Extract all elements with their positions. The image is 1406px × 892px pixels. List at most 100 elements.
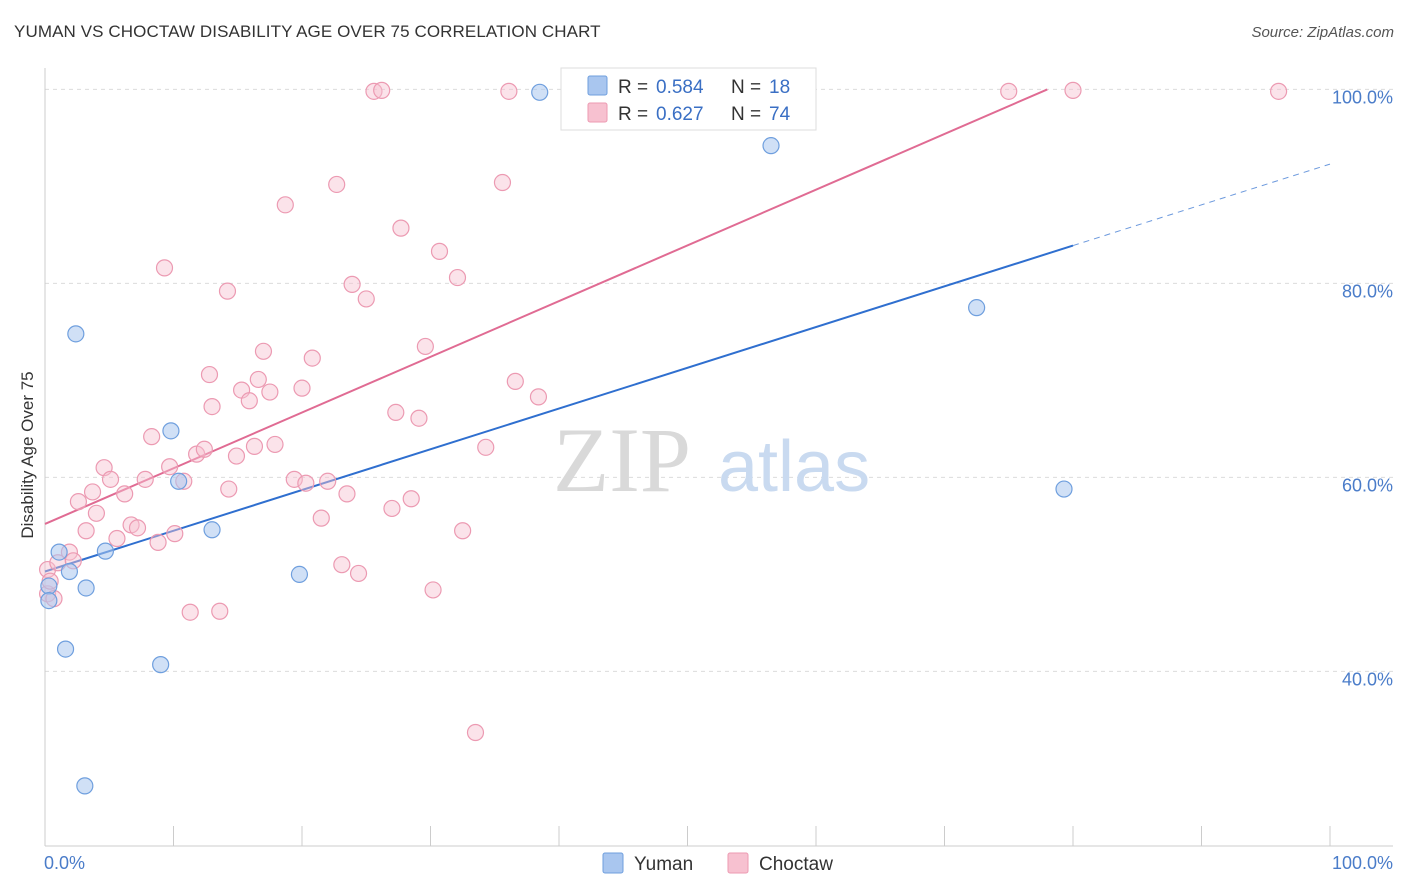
choctaw-point-38 <box>261 383 279 401</box>
choctaw-point-70 <box>529 388 548 406</box>
y-tick-label-1: 60.0% <box>1342 475 1393 495</box>
axes <box>44 68 1393 847</box>
choctaw-series-label: Choctaw <box>759 854 833 875</box>
choctaw-point-9 <box>83 483 102 501</box>
yuman-point-4 <box>60 562 79 581</box>
choctaw-point-21 <box>161 458 179 476</box>
choctaw-point-59 <box>410 409 428 427</box>
watermark: ZIP atlas <box>553 409 870 511</box>
yuman-point-6 <box>76 777 94 795</box>
choctaw-point-30 <box>218 282 237 300</box>
choctaw-point-46 <box>319 472 337 490</box>
choctaw-point-63 <box>448 268 467 287</box>
choctaw-point-39 <box>266 435 284 454</box>
choctaw-point-19 <box>149 533 167 551</box>
choctaw-point-16 <box>128 519 147 537</box>
watermark-zip: ZIP <box>553 409 691 511</box>
choctaw-point-73 <box>1269 82 1288 100</box>
yuman-point-1 <box>40 591 58 610</box>
choctaw-point-36 <box>249 370 267 389</box>
choctaw-point-24 <box>181 603 199 621</box>
x-tick-label-0: 0.0% <box>44 853 85 873</box>
yuman-series-label: Yuman <box>634 854 693 875</box>
choctaw-point-32 <box>227 447 246 465</box>
choctaw-point-67 <box>493 173 512 192</box>
choctaw-point-55 <box>383 499 401 518</box>
choctaw-point-40 <box>276 196 294 214</box>
choctaw-point-68 <box>500 82 518 100</box>
choctaw-point-14 <box>116 485 134 503</box>
y-tick-label-2: 80.0% <box>1342 281 1393 301</box>
yuman-point-8 <box>96 542 114 560</box>
choctaw-point-64 <box>454 522 472 540</box>
choctaw-r-label: R = <box>618 104 648 125</box>
yuman-r-label: R = <box>618 77 648 98</box>
yuman-n-value: 18 <box>769 77 790 98</box>
choctaw-point-17 <box>136 470 154 488</box>
yuman-legend-swatch <box>587 75 608 96</box>
choctaw-point-20 <box>155 259 174 277</box>
choctaw-r-value: 0.627 <box>656 104 704 125</box>
choctaw-point-12 <box>101 470 120 488</box>
choctaw-n-value: 74 <box>769 104 791 125</box>
choctaw-point-34 <box>240 392 258 410</box>
choctaw-n-label: N = <box>731 104 761 125</box>
choctaw-point-7 <box>69 493 88 511</box>
choctaw-point-47 <box>328 175 346 194</box>
yuman-point-3 <box>56 640 75 658</box>
choctaw-point-45 <box>312 509 330 527</box>
choctaw-point-18 <box>143 428 161 446</box>
choctaw-points <box>38 81 1288 742</box>
choctaw-point-44 <box>303 349 321 367</box>
choctaw-point-29 <box>211 602 229 620</box>
yuman-point-0 <box>40 577 58 595</box>
choctaw-point-54 <box>373 81 391 99</box>
correlation-legend: R = 0.584 N = 18 R = 0.627 N = 74 <box>560 67 817 131</box>
choctaw-point-56 <box>387 403 405 422</box>
choctaw-point-50 <box>343 275 361 293</box>
yuman-point-12 <box>203 521 221 539</box>
yuman-n-label: N = <box>731 77 761 98</box>
choctaw-point-60 <box>416 337 434 356</box>
yuman-point-9 <box>152 656 170 674</box>
yuman-point-5 <box>67 325 85 343</box>
yuman-point-16 <box>968 299 986 317</box>
choctaw-point-13 <box>108 529 126 548</box>
choctaw-point-62 <box>430 242 449 260</box>
yuman-point-14 <box>531 83 549 101</box>
choctaw-point-42 <box>293 379 311 397</box>
yuman-point-7 <box>77 579 95 597</box>
choctaw-point-61 <box>424 581 442 599</box>
choctaw-point-49 <box>338 485 356 503</box>
yuman-r-value: 0.584 <box>656 77 704 98</box>
y-tick-label-0: 40.0% <box>1342 669 1393 689</box>
choctaw-point-26 <box>195 440 213 458</box>
choctaw-point-35 <box>245 437 264 455</box>
choctaw-point-65 <box>466 723 485 742</box>
choctaw-point-8 <box>77 522 95 540</box>
choctaw-point-43 <box>297 474 315 492</box>
y-tick-label-3: 100.0% <box>1332 87 1393 107</box>
choctaw-point-51 <box>349 564 368 583</box>
yuman-trend-line <box>44 244 1074 573</box>
choctaw-point-58 <box>402 490 420 508</box>
grid-lines <box>45 88 1393 672</box>
choctaw-point-57 <box>392 219 410 237</box>
choctaw-point-72 <box>1064 81 1082 99</box>
choctaw-point-10 <box>87 504 106 522</box>
choctaw-point-48 <box>333 556 351 574</box>
choctaw-point-28 <box>203 397 221 416</box>
choctaw-series-swatch <box>727 852 749 874</box>
choctaw-point-22 <box>166 525 184 543</box>
yuman-point-13 <box>290 565 309 584</box>
yuman-point-11 <box>170 472 188 490</box>
choctaw-point-52 <box>357 290 375 308</box>
x-tick-labels: 0.0% 100.0% <box>44 853 1393 873</box>
yuman-point-15 <box>762 137 780 155</box>
choctaw-point-27 <box>200 365 219 384</box>
yuman-point-10 <box>162 422 180 440</box>
yuman-trend-extension <box>1072 163 1331 247</box>
y-tick-labels: 40.0% 60.0% 80.0% 100.0% <box>1332 87 1393 689</box>
yuman-points <box>40 83 1073 795</box>
